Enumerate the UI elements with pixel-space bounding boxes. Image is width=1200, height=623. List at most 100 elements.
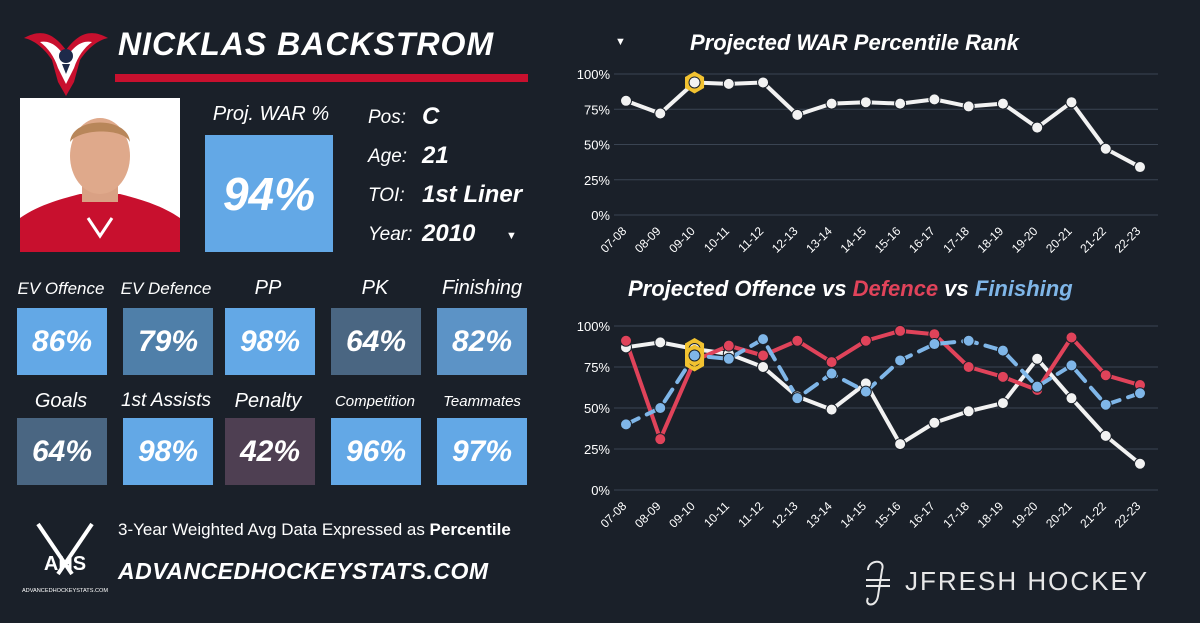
stat-box-teammates: 97% <box>437 418 527 485</box>
data-point[interactable] <box>1134 457 1146 470</box>
data-point[interactable] <box>996 344 1009 357</box>
y-tick-label: 50% <box>584 138 610 153</box>
data-point[interactable] <box>791 108 804 121</box>
stat-label-penalty: Penalty <box>234 390 302 412</box>
series-line <box>624 80 1142 170</box>
data-point[interactable] <box>757 76 770 89</box>
data-point[interactable] <box>859 96 872 109</box>
ahs-letters: AHS <box>44 553 86 575</box>
x-tick-label: 21-22 <box>1077 224 1109 256</box>
x-tick-label: 20-21 <box>1043 499 1075 531</box>
data-point[interactable] <box>1134 161 1146 174</box>
y-tick-label: 0% <box>591 483 610 498</box>
data-point[interactable] <box>654 433 667 446</box>
data-point[interactable] <box>825 367 838 380</box>
team-logo <box>24 33 108 96</box>
data-point[interactable] <box>1065 331 1078 344</box>
player-photo <box>20 98 180 252</box>
data-point[interactable] <box>928 93 941 106</box>
data-point[interactable] <box>894 324 907 337</box>
data-point[interactable] <box>825 356 838 369</box>
data-point[interactable] <box>654 402 667 414</box>
data-point[interactable] <box>1065 359 1078 372</box>
stat-box-goals: 64% <box>17 418 107 485</box>
footer-note: 3-Year Weighted Avg Data Expressed as Pe… <box>118 520 511 540</box>
footer-note-bold: Percentile <box>429 520 511 539</box>
data-point[interactable] <box>1065 96 1078 109</box>
x-tick-label: 17-18 <box>940 224 972 256</box>
data-point[interactable] <box>1065 392 1078 405</box>
data-point[interactable] <box>654 336 667 349</box>
data-point[interactable] <box>722 339 735 352</box>
stat-box-finishing: 82% <box>437 308 527 375</box>
data-point[interactable] <box>791 392 804 405</box>
data-point[interactable] <box>620 94 632 107</box>
data-point[interactable] <box>894 97 907 110</box>
x-tick-label: 07-08 <box>598 224 630 256</box>
x-tick-label: 15-16 <box>872 224 904 256</box>
chart1-title: Projected WAR Percentile Rank <box>690 30 1019 55</box>
stat-label-teammates: Teammates <box>443 393 521 410</box>
data-point[interactable] <box>825 403 838 416</box>
data-point[interactable] <box>1099 369 1112 382</box>
data-point[interactable] <box>962 361 975 373</box>
data-point[interactable] <box>1099 398 1112 411</box>
x-tick-label: 07-08 <box>598 499 630 531</box>
data-point[interactable] <box>688 76 701 89</box>
data-point[interactable] <box>962 100 975 113</box>
data-point[interactable] <box>928 416 941 429</box>
data-point[interactable] <box>962 405 975 418</box>
data-point[interactable] <box>757 333 770 346</box>
data-point[interactable] <box>722 77 735 90</box>
data-point[interactable] <box>996 97 1009 110</box>
data-point[interactable] <box>620 418 632 431</box>
age-value: 21 <box>422 142 449 169</box>
x-tick-label: 17-18 <box>940 499 972 531</box>
x-tick-label: 10-11 <box>701 499 732 530</box>
war-percentile-chart: 0% 25% 50% 75% 100% 07-08 08-09 09-10 10-11 11-12… <box>577 67 1158 256</box>
age-label: Age: <box>368 146 408 167</box>
pos-label: Pos: <box>368 107 407 128</box>
data-point[interactable] <box>859 334 872 347</box>
x-tick-label: 18-19 <box>975 224 1007 256</box>
data-point[interactable] <box>1134 387 1146 400</box>
data-point[interactable] <box>1031 121 1044 134</box>
jfresh-logo-icon <box>866 560 890 606</box>
data-point[interactable] <box>620 334 632 347</box>
stat-box-pk: 64% <box>331 308 421 375</box>
data-point[interactable] <box>1099 429 1112 442</box>
site-url[interactable]: ADVANCEDHOCKEYSTATS.COM <box>118 558 489 584</box>
chart2-title-part1: Projected Offence vs <box>628 276 853 301</box>
year-dropdown-icon[interactable]: ▼ <box>506 230 517 242</box>
x-tick-label: 08-09 <box>632 499 664 531</box>
data-point[interactable] <box>1031 380 1044 393</box>
x-tick-label: 14-15 <box>838 224 870 256</box>
data-point[interactable] <box>928 338 941 351</box>
data-point[interactable] <box>996 370 1009 383</box>
x-tick-label: 14-15 <box>838 499 870 531</box>
data-point[interactable] <box>1099 142 1112 155</box>
data-point[interactable] <box>1031 352 1044 365</box>
year-value[interactable]: 2010 <box>422 220 476 247</box>
data-point[interactable] <box>688 349 701 362</box>
data-point[interactable] <box>894 354 907 367</box>
stat-box-ev-defence: 79% <box>123 308 213 375</box>
title-underline <box>115 74 528 82</box>
data-point[interactable] <box>894 438 907 451</box>
data-point[interactable] <box>791 334 804 347</box>
data-point[interactable] <box>996 397 1009 410</box>
data-point[interactable] <box>722 352 735 365</box>
chart-dropdown-icon[interactable]: ▼ <box>615 36 626 48</box>
data-point[interactable] <box>757 349 770 362</box>
offence-defence-finishing-chart: 0% 25% 50% 75% 100% 07-08 08-09 09-10 10-11 11-12… <box>577 319 1158 531</box>
proj-war-value: 94% <box>205 135 333 252</box>
y-tick-label: 50% <box>584 401 610 416</box>
data-point[interactable] <box>757 361 770 373</box>
y-tick-label: 75% <box>584 102 610 117</box>
x-tick-label: 16-17 <box>906 499 938 531</box>
data-point[interactable] <box>654 107 667 120</box>
x-tick-label: 15-16 <box>872 499 904 531</box>
data-point[interactable] <box>962 334 975 347</box>
data-point[interactable] <box>859 385 872 398</box>
data-point[interactable] <box>825 97 838 110</box>
